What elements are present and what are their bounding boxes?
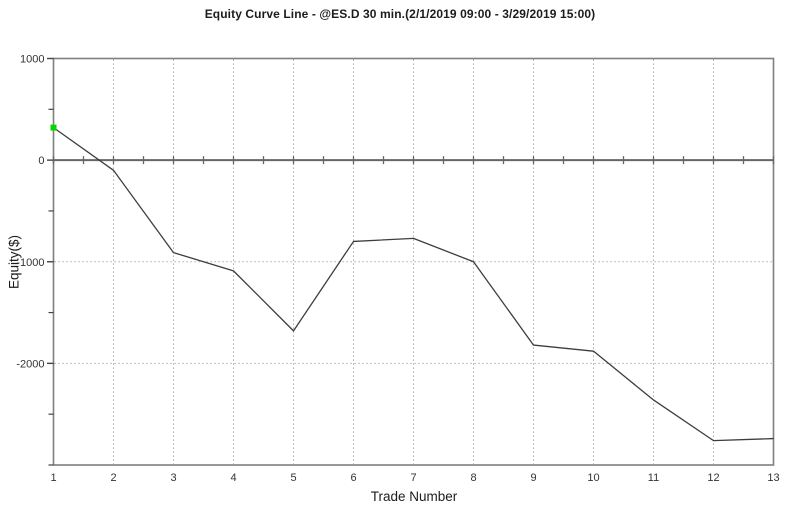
y-tick-label: 0: [38, 155, 44, 167]
x-tick-label: 3: [170, 472, 176, 484]
x-tick-label: 1: [50, 472, 56, 484]
x-tick-label: 5: [290, 472, 296, 484]
x-tick-label: 6: [350, 472, 356, 484]
x-tick-label: 10: [587, 472, 599, 484]
y-tick-label: -1000: [16, 257, 44, 269]
chart-title: Equity Curve Line - @ES.D 30 min.(2/1/20…: [204, 7, 596, 21]
x-tick-label: 2: [110, 472, 116, 484]
y-tick-label: -2000: [16, 358, 44, 370]
first-trade-marker: [50, 124, 57, 131]
x-tick-label: 7: [410, 472, 416, 484]
y-tick-label: 1000: [20, 54, 44, 66]
x-tick-label: 13: [767, 472, 779, 484]
x-tick-label: 9: [530, 472, 536, 484]
x-axis-title: Trade Number: [370, 489, 458, 504]
x-tick-label: 11: [648, 472, 659, 484]
equity-line: [53, 127, 774, 442]
x-tick-label: 4: [230, 472, 236, 484]
x-tick-label: 8: [470, 472, 476, 484]
y-axis-title: Equity($): [6, 234, 22, 290]
x-tick-label: 12: [707, 472, 719, 484]
